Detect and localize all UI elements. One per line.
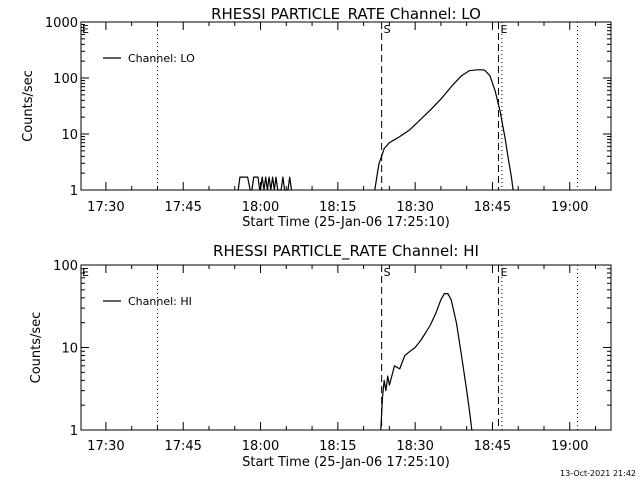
x-axis-label: Start Time (25-Jan-06 17:25:10) (242, 215, 450, 230)
corner-mark: E (82, 23, 89, 36)
legend-label: Channel: LO (128, 52, 195, 65)
x-tick-label: 18:30 (396, 439, 433, 454)
y-axis-label: Counts/sec (29, 312, 44, 384)
series-line (374, 69, 514, 191)
y-axis-label: Counts/sec (21, 70, 36, 142)
y-tick-label: 100 (53, 72, 78, 87)
x-tick-label: 18:00 (242, 200, 279, 215)
y-tick-label: 100 (53, 259, 78, 274)
plot-frame (80, 21, 612, 191)
y-tick-label: 1 (70, 184, 78, 199)
series-line (237, 176, 293, 191)
chart-title: RHESSI PARTICLE_RATE Channel: LO (211, 5, 481, 24)
series-line (380, 293, 473, 431)
x-tick-label: 18:00 (242, 439, 279, 454)
plot-frame (80, 264, 612, 431)
marker-label: E (500, 266, 507, 279)
x-tick-label: 17:30 (87, 439, 124, 454)
marker-label: S (384, 266, 391, 279)
chart-title: RHESSI PARTICLE_RATE Channel: HI (213, 242, 479, 261)
x-tick-label: 17:30 (87, 200, 124, 215)
y-tick-label: 1000 (45, 16, 78, 31)
x-tick-label: 18:15 (319, 439, 356, 454)
y-tick-label: 10 (61, 128, 78, 143)
x-tick-label: 18:30 (396, 200, 433, 215)
chart-panel-2: RHESSI PARTICLE_RATE Channel: HI 1 10 100 17… (29, 242, 612, 470)
x-tick-label: 19:00 (551, 200, 588, 215)
x-tick-label: 17:45 (164, 439, 201, 454)
marker-label: S (384, 23, 391, 36)
x-tick-label: 17:45 (164, 200, 201, 215)
marker-label: E (500, 23, 507, 36)
x-tick-label: 19:00 (551, 439, 588, 454)
footer-timestamp: 13-Oct-2021 21:42 (560, 469, 636, 478)
x-tick-label: 18:45 (474, 200, 511, 215)
chart-panel-1: RHESSI PARTICLE_RATE Channel: LO 1 10 100 10… (21, 5, 612, 230)
x-tick-label: 18:45 (474, 439, 511, 454)
y-tick-label: 10 (61, 342, 78, 357)
x-axis-label: Start Time (25-Jan-06 17:25:10) (242, 455, 450, 470)
x-tick-label: 18:15 (319, 200, 356, 215)
y-tick-label: 1 (70, 424, 78, 439)
legend-label: Channel: HI (128, 295, 192, 308)
corner-mark: E (82, 266, 89, 279)
